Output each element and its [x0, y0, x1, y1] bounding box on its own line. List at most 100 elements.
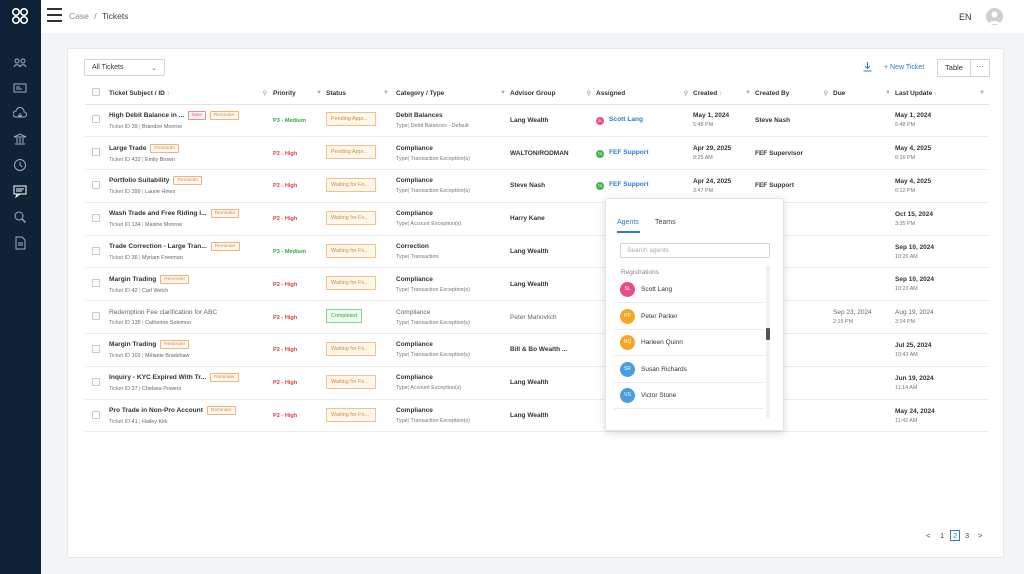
prev-page-button[interactable]: <: [926, 531, 931, 540]
subject-cell[interactable]: Margin Trading Reminder Ticket ID 102 | M…: [109, 333, 273, 367]
subject-cell[interactable]: Portfolio Suitability Reminder Ticket ID …: [109, 169, 273, 203]
assignee-link[interactable]: FEF Support: [609, 148, 649, 156]
tab-agents[interactable]: Agents: [617, 219, 639, 226]
search-icon[interactable]: ⚲: [262, 91, 267, 97]
user-avatar[interactable]: [986, 8, 1003, 25]
header-priority[interactable]: Priority ▼: [273, 83, 326, 105]
row-checkbox[interactable]: [92, 180, 100, 189]
bank-icon[interactable]: [13, 132, 27, 146]
chat-icon[interactable]: [13, 184, 27, 198]
tab-teams[interactable]: Teams: [655, 219, 676, 226]
ticket-subject[interactable]: Margin Trading: [109, 275, 157, 283]
page-button[interactable]: 1: [940, 531, 945, 540]
assigned-cell[interactable]: FS FEF Support: [596, 169, 693, 203]
header-assigned[interactable]: Assigned ⚲: [596, 83, 693, 105]
ticket-subject[interactable]: Wash Trade and Free Riding I...: [109, 210, 207, 218]
header-advisor[interactable]: Advisor Group ⚲: [510, 83, 596, 105]
row-checkbox[interactable]: [92, 115, 100, 124]
assignee-link[interactable]: FEF Support: [609, 181, 649, 189]
table-row[interactable]: Large Trade Reminder Ticket ID 432 | Emil…: [85, 136, 989, 171]
ticket-subject[interactable]: High Debit Balance in ...: [109, 111, 185, 119]
assignee-link[interactable]: Scott Lang: [609, 115, 644, 123]
menu-icon[interactable]: [47, 8, 62, 22]
table-row[interactable]: Margin Trading Reminder Ticket ID 42 | Ca…: [85, 267, 989, 302]
search-icon[interactable]: ⚲: [823, 91, 828, 97]
row-checkbox[interactable]: [92, 344, 100, 353]
table-row[interactable]: High Debit Balance in ... New Reminder Tic…: [85, 104, 989, 138]
header-created[interactable]: Created ↕ ▼: [693, 83, 755, 105]
header-created-by[interactable]: Created By ⚲: [755, 83, 833, 105]
download-icon[interactable]: [863, 62, 872, 72]
sort-icon[interactable]: ↕: [719, 89, 723, 97]
row-checkbox[interactable]: [92, 312, 100, 321]
filter-icon[interactable]: ▼: [383, 90, 389, 96]
ticket-subject[interactable]: Margin Trading: [109, 341, 157, 349]
filter-icon[interactable]: ▼: [316, 90, 322, 96]
agent-option[interactable]: HQ Harleen Quinn: [614, 330, 764, 356]
subject-cell[interactable]: Wash Trade and Free Riding I... Reminder …: [109, 202, 273, 236]
subject-cell[interactable]: Large Trade Reminder Ticket ID 432 | Emil…: [109, 136, 273, 171]
search-icon[interactable]: [13, 210, 27, 224]
filter-icon[interactable]: ▼: [500, 90, 506, 96]
new-ticket-button[interactable]: + New Ticket: [884, 64, 925, 71]
table-row[interactable]: Portfolio Suitability Reminder Ticket ID …: [85, 169, 989, 203]
ticket-subject[interactable]: Pro Trade in Non-Pro Account: [109, 407, 203, 415]
filter-icon[interactable]: ▼: [745, 90, 751, 96]
agent-option[interactable]: SR Susan Richards: [614, 357, 764, 383]
language-selector[interactable]: EN: [959, 12, 972, 22]
subject-cell[interactable]: Trade Correction - Large Tran... Reminder…: [109, 235, 273, 269]
table-row[interactable]: Wash Trade and Free Riding I... Reminder …: [85, 202, 989, 236]
header-subject[interactable]: Ticket Subject / ID ↕ ⚲: [109, 83, 273, 105]
row-checkbox[interactable]: [92, 246, 100, 255]
row-checkbox[interactable]: [92, 279, 100, 288]
table-row[interactable]: Redemption Fee clarification for ABC Tic…: [85, 300, 989, 335]
page-button[interactable]: 3: [965, 531, 970, 540]
search-icon[interactable]: ⚲: [586, 91, 591, 97]
scrollbar-thumb[interactable]: [766, 328, 770, 340]
ticket-subject[interactable]: Trade Correction - Large Tran...: [109, 243, 207, 251]
ticket-subject[interactable]: Large Trade: [109, 144, 147, 152]
ticket-subject[interactable]: Redemption Fee clarification for ABC: [109, 308, 218, 316]
sort-icon[interactable]: ↕: [934, 89, 938, 97]
row-checkbox[interactable]: [92, 377, 100, 386]
assigned-cell[interactable]: SL Scott Lang: [596, 104, 693, 138]
users-icon[interactable]: [13, 56, 27, 70]
agent-option[interactable]: PP Peter Parker: [614, 304, 764, 330]
page-button-current[interactable]: 2: [950, 530, 961, 541]
table-row[interactable]: Inquiry - KYC Expired With Tr... Reminder…: [85, 366, 989, 400]
next-page-button[interactable]: >: [978, 531, 983, 540]
subject-cell[interactable]: High Debit Balance in ... New Reminder Tic…: [109, 104, 273, 138]
more-options-button[interactable]: ···: [970, 59, 990, 77]
subject-cell[interactable]: Inquiry - KYC Expired With Tr... Reminder…: [109, 366, 273, 400]
ticket-subject[interactable]: Inquiry - KYC Expired With Tr...: [109, 374, 207, 382]
sort-icon[interactable]: ↕: [166, 89, 170, 97]
table-row[interactable]: Margin Trading Reminder Ticket ID 102 | M…: [85, 333, 989, 367]
header-status[interactable]: Status ▼: [326, 83, 396, 105]
select-all-checkbox[interactable]: [92, 88, 100, 97]
subject-cell[interactable]: Pro Trade in Non-Pro Account Reminder Tic…: [109, 399, 273, 433]
header-last-update[interactable]: Last Update ↕ ▼: [895, 83, 989, 105]
breadcrumb-parent[interactable]: Case: [69, 11, 89, 21]
filter-icon[interactable]: ▼: [979, 90, 985, 96]
subject-cell[interactable]: Redemption Fee clarification for ABC Tic…: [109, 300, 273, 335]
document-icon[interactable]: [13, 236, 27, 250]
clock-icon[interactable]: [13, 158, 27, 172]
cloud-download-icon[interactable]: [13, 107, 27, 121]
agent-option[interactable]: VS Victor Stone: [614, 383, 764, 409]
agent-option[interactable]: SL Scott Lang: [614, 277, 764, 303]
search-icon[interactable]: ⚲: [683, 91, 688, 97]
row-checkbox[interactable]: [92, 410, 100, 419]
filter-icon[interactable]: ▼: [885, 90, 891, 96]
row-checkbox[interactable]: [92, 213, 100, 222]
table-row[interactable]: Trade Correction - Large Tran... Reminder…: [85, 235, 989, 269]
assigned-cell[interactable]: FS FEF Support: [596, 136, 693, 171]
agent-search-input[interactable]: Search agents: [620, 243, 770, 258]
table-view-button[interactable]: Table: [937, 59, 971, 77]
id-card-icon[interactable]: [13, 81, 27, 95]
row-checkbox[interactable]: [92, 148, 100, 157]
table-row[interactable]: Pro Trade in Non-Pro Account Reminder Tic…: [85, 399, 989, 433]
ticket-filter-select[interactable]: All Tickets ⌄: [84, 59, 165, 76]
scrollbar-track[interactable]: [766, 266, 770, 419]
ticket-subject[interactable]: Portfolio Suitability: [109, 177, 170, 185]
header-category[interactable]: Category / Type ▼: [396, 83, 510, 105]
